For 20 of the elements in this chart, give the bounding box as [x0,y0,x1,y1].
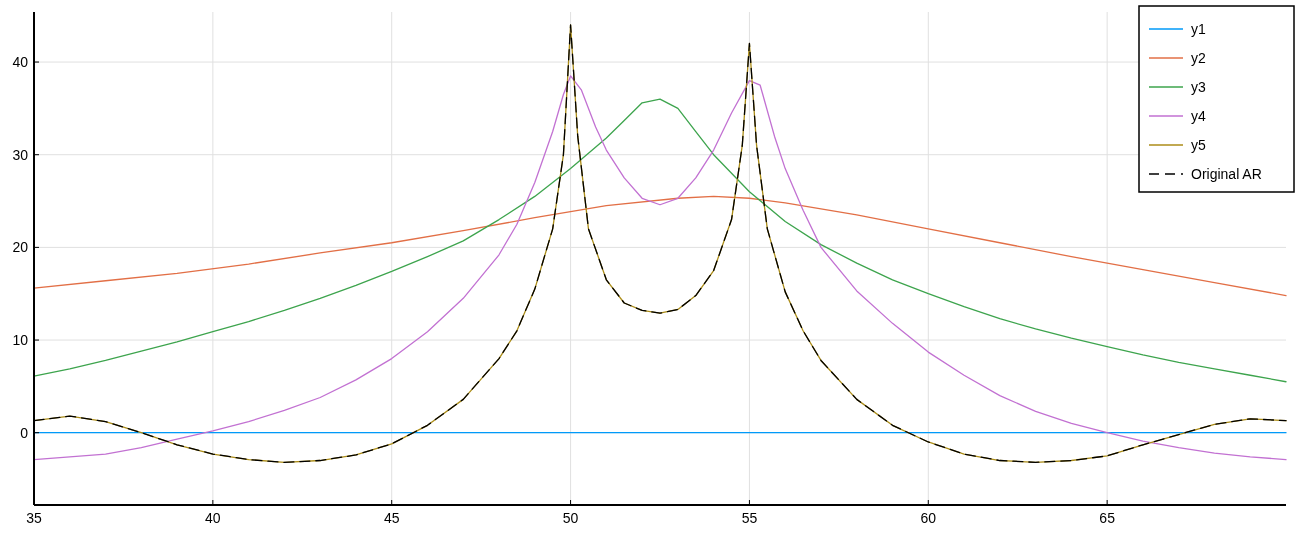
legend-label: y4 [1191,108,1206,124]
x-tick-label: 65 [1099,510,1116,526]
y-tick-label: 0 [20,424,29,441]
legend-label: y1 [1191,21,1206,37]
legend-label: y3 [1191,79,1206,95]
legend-label: y5 [1191,137,1206,153]
y-tick-label: 40 [12,54,29,71]
legend-label: Original AR [1191,166,1262,182]
x-tick-label: 55 [741,510,758,526]
y-tick-label: 30 [12,146,29,163]
x-tick-label: 40 [205,510,221,526]
x-tick-label: 60 [920,510,937,526]
line-series [33,195,1287,297]
x-tick-label: 35 [26,510,42,526]
x-tick-label: 50 [562,510,579,526]
y-tick-label: 10 [12,332,29,349]
y-tick-label: 20 [12,239,29,256]
line-series [33,98,1287,383]
legend-label: y2 [1191,50,1206,66]
x-tick-label: 45 [383,510,400,526]
